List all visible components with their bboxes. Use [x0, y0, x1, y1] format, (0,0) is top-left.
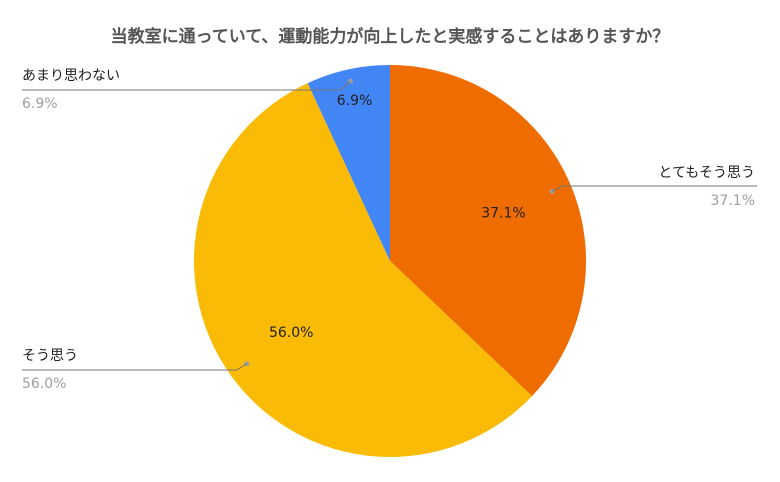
- slice-labels: 37.1% 56.0% 6.9%: [269, 93, 526, 341]
- callout-name-totemo-sou-omou: とてもそう思う: [658, 165, 755, 181]
- callout-name-amari-omowanai: あまり思わない: [22, 68, 120, 84]
- callout-line-totemo-sou-omou: [551, 185, 757, 192]
- callout-pct-amari-omowanai: 6.9%: [22, 96, 58, 112]
- callout-pct-sou-omou: 56.0%: [22, 376, 66, 392]
- slice-sou-omou: [194, 83, 533, 458]
- callout-line-sou-omou: [22, 363, 247, 371]
- chart-title: 当教室に通っていて、運動能力が向上したと実感することはありますか？: [111, 26, 670, 47]
- slice-amari-omowanai: [307, 65, 390, 261]
- slice-label-amari-omowanai: 6.9%: [337, 93, 373, 109]
- callout-name-sou-omou: そう思う: [22, 348, 78, 364]
- slice-totemo-sou-omou: [390, 65, 587, 397]
- pie-slices: [194, 65, 587, 458]
- callout-line-amari-omowanai: [22, 80, 351, 91]
- callouts: とてもそう思う 37.1% そう思う 56.0% あまり思わない 6.9%: [22, 68, 757, 392]
- slice-label-sou-omou: 56.0%: [269, 325, 313, 341]
- slice-label-totemo-sou-omou: 37.1%: [481, 205, 525, 221]
- callout-pct-totemo-sou-omou: 37.1%: [711, 193, 755, 209]
